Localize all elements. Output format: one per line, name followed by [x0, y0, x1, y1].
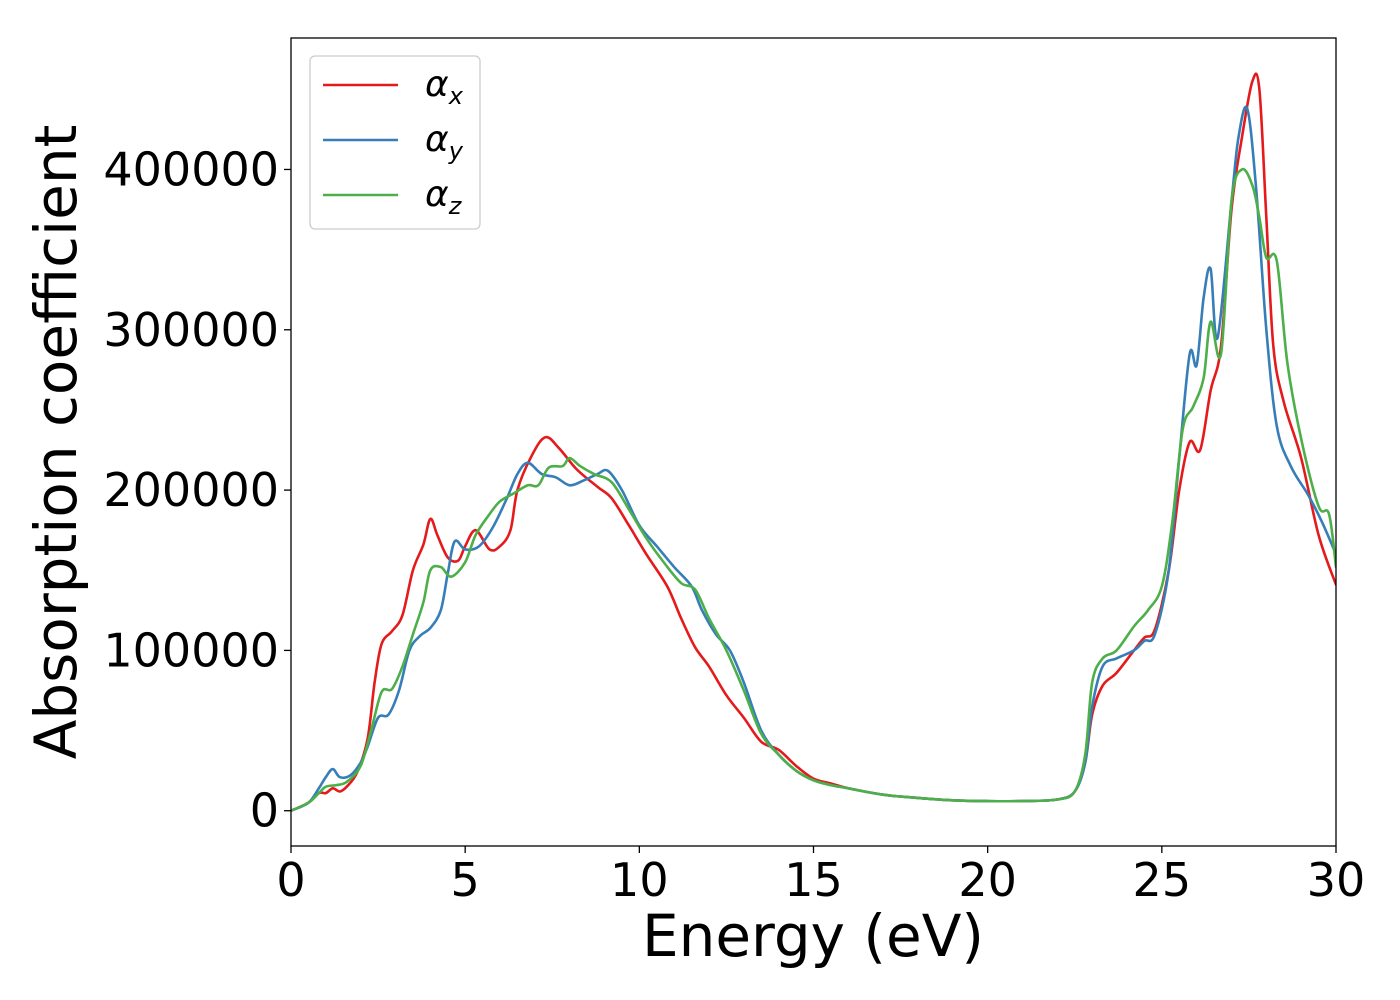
x-tick-label: 20: [958, 853, 1017, 907]
x-tick-label: 10: [610, 853, 669, 907]
x-tick-label: 15: [784, 853, 843, 907]
y-axis-title: Absorption coefficient: [22, 125, 90, 760]
legend-label-x: αx: [425, 64, 464, 110]
series-line-z: [291, 167, 1336, 813]
x-axis-title: Energy (eV): [642, 902, 984, 970]
x-tick-label: 30: [1307, 853, 1366, 907]
series-line-x: [291, 72, 1336, 813]
y-tick-label: 300000: [103, 303, 279, 357]
y-tick-label: 100000: [103, 623, 279, 677]
legend: αx αy αz: [309, 55, 481, 230]
x-axis: 0 5 10 15 20 25 30: [276, 846, 1365, 907]
y-axis: 0 100000 200000 300000 400000: [103, 142, 291, 838]
x-tick-label: 5: [451, 853, 480, 907]
plot-lines: [291, 72, 1336, 813]
y-tick-label: 0: [250, 784, 279, 838]
legend-box: [309, 55, 481, 230]
x-tick-label: 0: [276, 853, 305, 907]
y-tick-label: 400000: [103, 142, 279, 196]
series-line-y: [291, 105, 1336, 813]
legend-label-z: αz: [425, 174, 463, 220]
legend-label-y: αy: [425, 119, 464, 165]
y-tick-label: 200000: [103, 463, 279, 517]
x-tick-label: 25: [1133, 853, 1192, 907]
